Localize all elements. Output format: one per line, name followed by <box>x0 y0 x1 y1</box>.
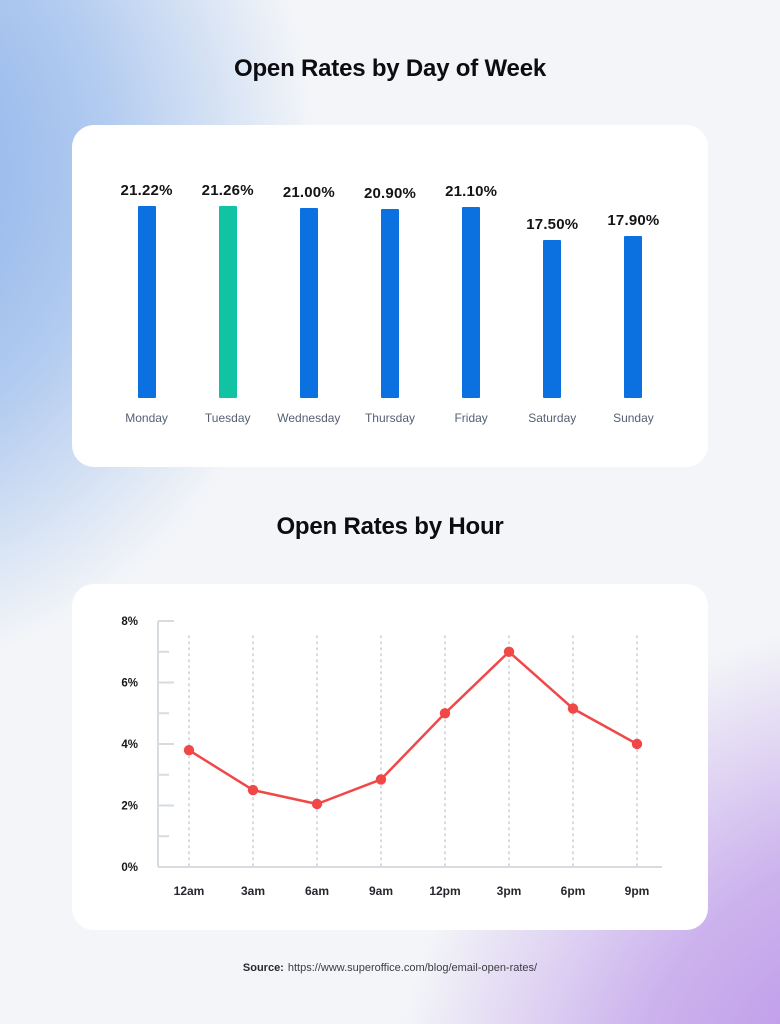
bar-category-label: Saturday <box>528 411 577 425</box>
bar-column-sunday: 17.90% Sunday <box>593 153 674 425</box>
bar-value-label: 21.26% <box>201 182 254 199</box>
bar-column-tuesday: 21.26% Tuesday <box>187 153 268 425</box>
bar-column-wednesday: 21.00% Wednesday <box>268 153 349 425</box>
x-tick-label: 9pm <box>625 884 650 898</box>
bar-value-label: 21.00% <box>282 184 335 202</box>
bar-chart-title: Open Rates by Day of Week <box>234 55 546 82</box>
data-point-6am <box>311 798 323 810</box>
line-series <box>188 650 638 806</box>
x-tick-label: 3pm <box>497 884 522 898</box>
data-point-12pm <box>439 708 451 719</box>
x-tick-label: 12pm <box>429 884 460 898</box>
bar-column-saturday: 17.50% Saturday <box>512 153 593 425</box>
y-tick-label: 4% <box>121 739 138 751</box>
bar-chart: 21.22% Monday 21.26% Tuesday 21.00% Wednesday… <box>106 153 674 425</box>
bar-value-label: 17.90% <box>607 212 660 230</box>
data-point-3pm <box>503 646 515 657</box>
bar-value-label: 17.50% <box>526 216 579 233</box>
bar-thursday <box>380 209 399 398</box>
line-chart: 0% 2% 4% 6% 8% 12am 3am 6am 9am 12pm 3pm 6pm 9pm <box>121 616 662 898</box>
bar-category-label: Friday <box>454 411 488 425</box>
x-tick-label: 3am <box>241 884 265 898</box>
x-tick-label: 6pm <box>561 884 586 898</box>
x-tick-label: 12am <box>174 884 205 898</box>
source-url: https://www.superoffice.com/blog/email-o… <box>287 962 538 974</box>
source-line: Source: https://www.superoffice.com/blog/… <box>0 962 780 974</box>
bar-category-label: Monday <box>125 411 168 425</box>
data-point-6pm <box>567 703 579 714</box>
bar-column-thursday: 20.90% Thursday <box>349 153 430 425</box>
bar-column-friday: 21.10% Friday <box>431 153 512 425</box>
line-chart-title: Open Rates by Hour <box>276 513 504 540</box>
bar-category-label: Thursday <box>364 411 415 425</box>
bar-friday <box>462 207 481 398</box>
x-tick-label: 9am <box>369 884 393 898</box>
source-label: Source: <box>242 962 284 974</box>
data-point-9am <box>375 774 387 785</box>
bar-category-label: Wednesday <box>277 411 341 425</box>
line-chart-card: 0% 2% 4% 6% 8% 12am 3am 6am 9am 12pm 3pm 6pm 9pm <box>72 584 708 930</box>
x-tick-label: 6am <box>305 884 329 898</box>
y-tick-label: 0% <box>121 862 138 874</box>
bar-value-label: 20.90% <box>363 185 417 203</box>
bar-tuesday <box>218 206 237 398</box>
bar-category-label: Sunday <box>613 411 654 425</box>
bar-sunday <box>624 236 643 398</box>
bar-value-label: 21.22% <box>120 182 173 200</box>
data-point-3am <box>247 784 259 796</box>
bar-saturday <box>543 240 562 398</box>
bar-chart-card: 21.22% Monday 21.26% Tuesday 21.00% Wednesday… <box>72 125 708 467</box>
y-tick-label: 8% <box>121 616 138 628</box>
bar-monday <box>137 206 156 398</box>
data-point-12am <box>183 745 195 756</box>
bar-column-monday: 21.22% Monday <box>106 153 187 425</box>
data-point-9pm <box>631 738 643 750</box>
y-tick-label: 2% <box>121 801 138 813</box>
bar-category-label: Tuesday <box>204 411 251 425</box>
bar-value-label: 21.10% <box>445 183 498 201</box>
y-tick-label: 6% <box>121 678 138 690</box>
bar-wednesday <box>299 208 318 398</box>
